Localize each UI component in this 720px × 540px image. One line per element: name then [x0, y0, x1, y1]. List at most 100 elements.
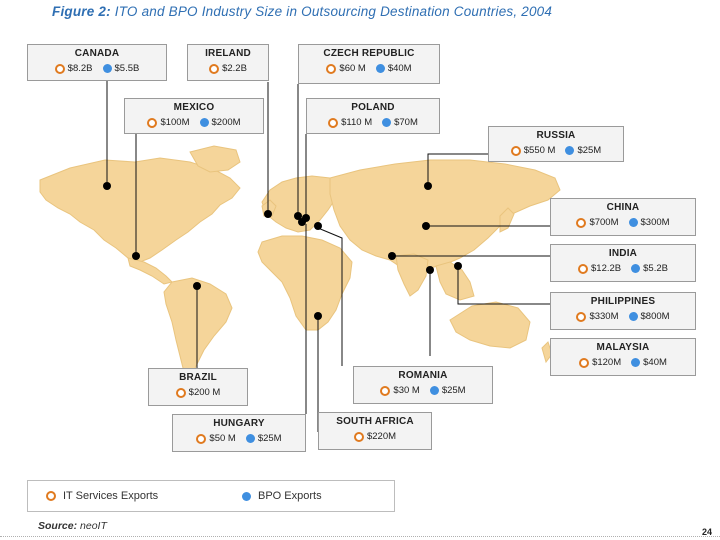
callout-brazil: BRAZIL $200 M: [148, 368, 248, 406]
callout-philippines: PHILIPPINES $330M $800M: [550, 292, 696, 330]
source-value: neoIT: [80, 520, 107, 532]
greenland-shape: [189, 145, 241, 173]
it-exports-icon: [46, 491, 56, 501]
bpo-value: $200M: [211, 117, 241, 128]
callout-south-africa: SOUTH AFRICA $220M: [318, 412, 432, 450]
bpo-exports-icon: [631, 264, 641, 273]
bpo-value: $5.2B: [643, 263, 668, 274]
country-name: RUSSIA: [536, 130, 576, 141]
callout-india: INDIA $12.2B $5.2B: [550, 244, 696, 282]
it-value: $12.2B: [591, 263, 622, 274]
bpo-value: $25M: [441, 385, 466, 396]
callout-poland: POLAND $110 M $70M: [306, 98, 440, 134]
it-exports-icon: [54, 63, 65, 74]
it-value: $220M: [366, 431, 397, 442]
bpo-exports-icon: [429, 386, 439, 395]
callout-canada: CANADA $8.2B $5.5B: [27, 44, 167, 81]
footer-divider: [0, 536, 720, 537]
legend: IT Services Exports BPO Exports: [27, 480, 395, 512]
callout-hungary: HUNGARY $50 M $25M: [172, 414, 306, 452]
it-exports-icon: [579, 357, 590, 368]
it-exports-icon: [353, 431, 364, 442]
country-name: CANADA: [74, 48, 120, 59]
marker-romania: [314, 222, 322, 230]
it-value: $120M: [592, 357, 622, 368]
it-value: $110 M: [341, 117, 373, 128]
it-exports-icon: [328, 117, 339, 128]
africa-shape: [257, 235, 353, 331]
india-shape: [395, 253, 429, 297]
callout-russia: RUSSIA $550 M $25M: [488, 126, 624, 162]
source-note: Source: neoIT: [38, 520, 107, 532]
figure-title-text: ITO and BPO Industry Size in Outsourcing…: [114, 4, 553, 19]
callout-mexico: MEXICO $100M $200M: [124, 98, 264, 134]
it-exports-icon: [578, 263, 589, 274]
figure-label: Figure 2:: [52, 4, 111, 19]
marker-brazil: [193, 282, 201, 290]
it-value: $330M: [589, 311, 619, 322]
line-philippines: [457, 266, 550, 305]
bpo-exports-icon: [382, 118, 392, 127]
marker-canada: [103, 182, 111, 190]
line-romania: [317, 227, 343, 366]
bpo-exports-icon: [199, 118, 209, 127]
bpo-value: $70M: [394, 117, 418, 128]
country-name: ROMANIA: [398, 370, 448, 381]
it-exports-icon: [380, 385, 391, 396]
page-number: 24: [702, 527, 713, 537]
country-name: CHINA: [606, 202, 640, 213]
it-exports-icon: [510, 145, 521, 156]
bpo-exports-icon: [102, 64, 112, 73]
it-value: $50 M: [209, 433, 236, 444]
figure-title: Figure 2: ITO and BPO Industry Size in O…: [52, 4, 552, 19]
it-value: $8.2B: [67, 63, 93, 74]
country-name: HUNGARY: [213, 418, 265, 429]
marker-mexico: [132, 252, 140, 260]
bpo-value: $40M: [643, 357, 667, 368]
land-masses: [39, 145, 561, 381]
callout-czech-republic: CZECH REPUBLIC $60 M $40M: [298, 44, 440, 84]
bpo-exports-icon: [628, 218, 638, 227]
it-exports-icon: [576, 311, 587, 322]
bpo-exports-icon: [565, 146, 575, 155]
callout-ireland: IRELAND $2.2B: [187, 44, 269, 81]
bpo-exports-icon: [628, 312, 638, 321]
marker-china: [422, 222, 430, 230]
marker-south-africa: [314, 312, 322, 320]
legend-it-label: IT Services Exports: [63, 490, 159, 502]
it-value: $30 M: [393, 385, 420, 396]
it-exports-icon: [147, 117, 158, 128]
it-value: $2.2B: [222, 63, 247, 74]
bpo-exports-icon: [245, 434, 255, 443]
location-markers: [103, 182, 462, 320]
bpo-value: $25M: [577, 145, 602, 156]
country-name: MEXICO: [173, 102, 215, 113]
australia-shape: [449, 301, 531, 349]
asia-shape: [329, 159, 561, 273]
it-exports-icon: [196, 433, 207, 444]
marker-hungary: [298, 218, 306, 226]
marker-ireland: [264, 210, 272, 218]
southeast-asia-shape: [435, 261, 475, 301]
callout-malaysia: MALAYSIA $120M $40M: [550, 338, 696, 376]
bpo-value: $800M: [640, 311, 670, 322]
country-name: SOUTH AFRICA: [336, 416, 414, 427]
it-exports-icon: [576, 217, 587, 228]
country-name: MALAYSIA: [596, 342, 650, 353]
it-exports-icon: [209, 63, 220, 74]
bpo-value: $300M: [640, 217, 670, 228]
central-america-shape: [127, 257, 173, 285]
bpo-exports-icon: [375, 64, 385, 73]
it-exports-icon: [175, 387, 186, 398]
bpo-exports-icon: [631, 358, 641, 367]
country-name: IRELAND: [205, 48, 251, 59]
callout-china: CHINA $700M $300M: [550, 198, 696, 236]
it-value: $60 M: [339, 63, 366, 74]
line-russia: [427, 153, 488, 186]
it-value: $100M: [160, 117, 190, 128]
south-america-shape: [163, 277, 233, 381]
legend-item-it: IT Services Exports: [46, 490, 158, 502]
bpo-value: $25M: [257, 433, 282, 444]
bpo-exports-icon: [242, 491, 251, 501]
